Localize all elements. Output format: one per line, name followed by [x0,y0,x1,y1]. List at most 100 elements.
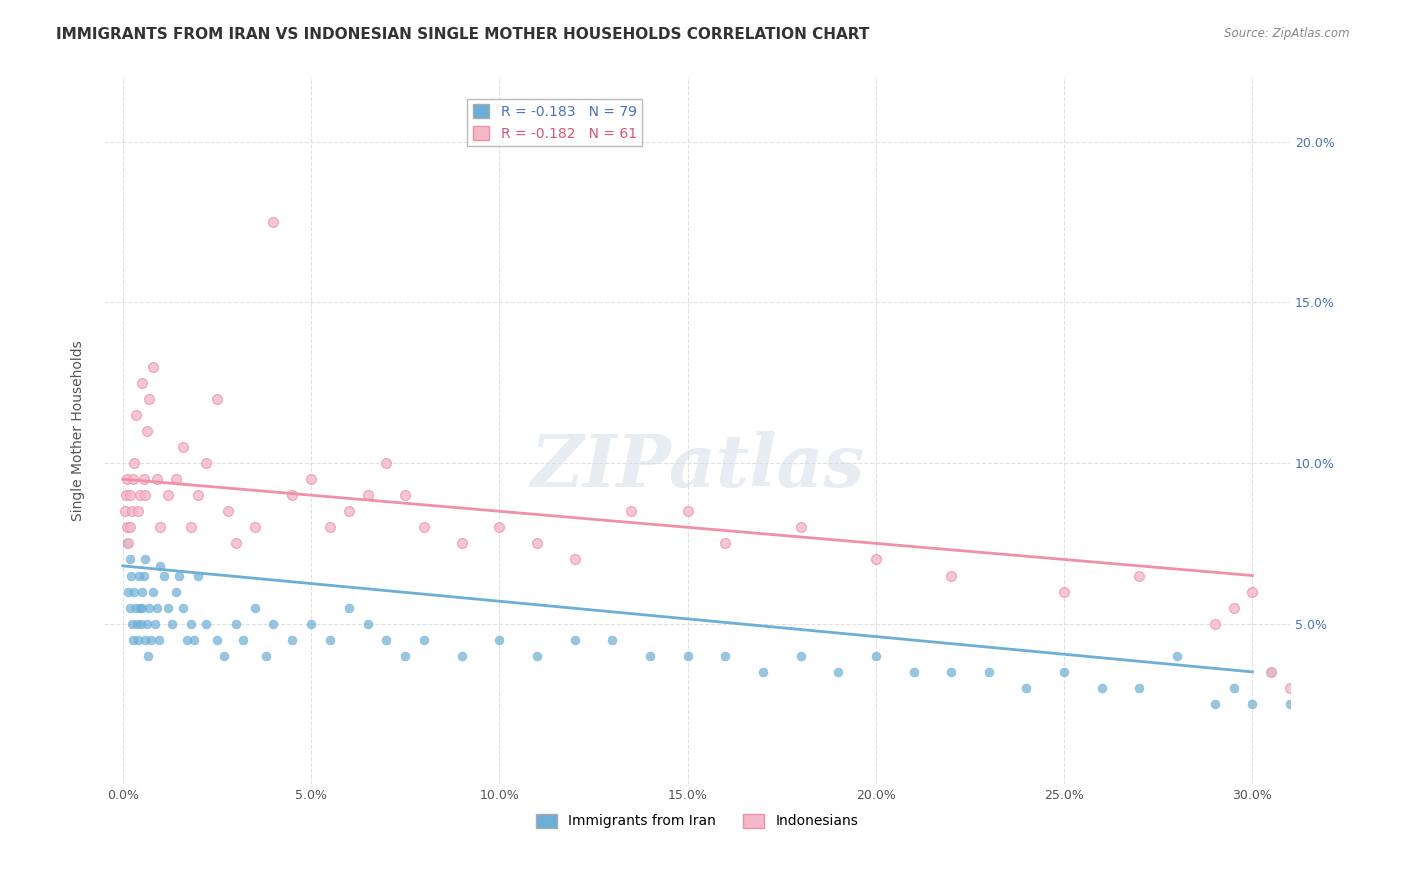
Point [262,215,284,229]
Point [156,600,179,615]
Point [136,616,159,631]
Point [225,616,247,631]
Point [187,568,209,582]
Point [122,456,145,470]
Point [131,584,153,599]
Point [488,632,510,647]
Point [125,600,148,615]
Point [122,472,145,486]
Point [413,520,436,534]
Point [865,648,887,663]
Point [1053,665,1076,679]
Point [169,568,191,582]
Point [114,504,136,518]
Point [138,648,160,663]
Point [1204,616,1226,631]
Point [125,408,148,422]
Point [262,616,284,631]
Point [117,472,139,486]
Point [128,600,150,615]
Legend: Immigrants from Iran, Indonesians: Immigrants from Iran, Indonesians [530,808,863,834]
Point [142,359,165,374]
Point [375,456,398,470]
Point [752,665,775,679]
Point [165,472,187,486]
Point [375,632,398,647]
Point [299,616,322,631]
Point [939,665,962,679]
Point [413,632,436,647]
Point [128,568,150,582]
Point [118,520,141,534]
Point [450,648,472,663]
Point [1279,697,1302,711]
Point [1166,648,1188,663]
Text: IMMIGRANTS FROM IRAN VS INDONESIAN SINGLE MOTHER HOUSEHOLDS CORRELATION CHART: IMMIGRANTS FROM IRAN VS INDONESIAN SINGL… [56,27,870,42]
Point [394,648,416,663]
Point [356,488,378,502]
Point [121,616,143,631]
Point [136,424,159,438]
Point [120,552,142,566]
Point [143,616,166,631]
Point [131,376,153,390]
Point [789,648,811,663]
Point [142,584,165,599]
Point [1260,665,1282,679]
Point [1241,584,1264,599]
Point [564,552,586,566]
Point [356,616,378,631]
Point [115,536,138,550]
Point [676,504,699,518]
Point [564,632,586,647]
Point [827,665,849,679]
Point [132,472,155,486]
Point [319,520,342,534]
Point [180,616,202,631]
Point [1204,697,1226,711]
Point [620,504,643,518]
Point [214,648,236,663]
Point [127,632,149,647]
Point [121,504,143,518]
Point [1222,600,1244,615]
Point [1053,584,1076,599]
Point [217,504,239,518]
Point [526,648,548,663]
Point [281,488,304,502]
Point [1222,681,1244,695]
Point [129,616,152,631]
Point [1279,681,1302,695]
Point [148,632,170,647]
Point [1015,681,1038,695]
Point [149,520,172,534]
Point [939,568,962,582]
Point [132,568,155,582]
Point [134,488,156,502]
Point [714,536,737,550]
Point [172,440,194,454]
Point [138,600,160,615]
Point [243,520,266,534]
Point [225,536,247,550]
Point [488,520,510,534]
Point [134,632,156,647]
Point [138,392,160,406]
Point [176,632,198,647]
Point [450,536,472,550]
Point [299,472,322,486]
Point [194,456,217,470]
Point [187,488,209,502]
Point [205,392,228,406]
Point [865,552,887,566]
Point [1241,697,1264,711]
Point [1316,648,1339,663]
Point [526,536,548,550]
Point [183,632,205,647]
Point [122,632,145,647]
Point [1354,632,1376,647]
Point [205,632,228,647]
Point [243,600,266,615]
Point [134,552,156,566]
Point [1128,568,1150,582]
